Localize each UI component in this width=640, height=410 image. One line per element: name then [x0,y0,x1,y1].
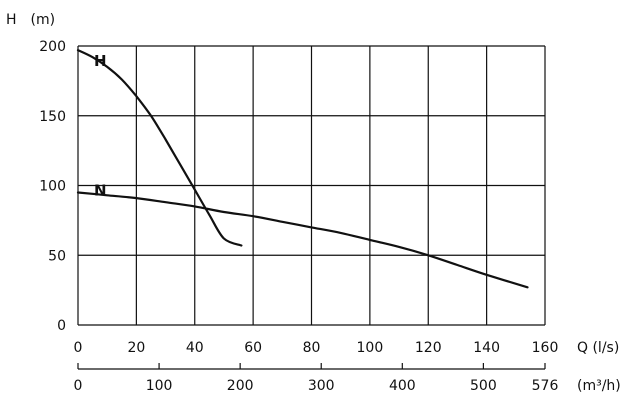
series-label-h: H [94,52,107,70]
y-tick-label: 50 [48,248,66,264]
x-tick-label: 100 [357,340,384,356]
x-tick-label: 140 [473,340,500,356]
x-tick-label: 40 [186,340,204,356]
grid [77,45,546,326]
x2-tick-label: 576 [532,378,559,394]
series-label-n: N [94,181,107,199]
x-tick-label: 120 [415,340,442,356]
x2-tick-label: 100 [146,378,173,394]
y-tick-label: 0 [57,318,66,334]
series-line-h [76,49,243,247]
y-axis-label: H (m) [6,12,55,28]
x-axis-label: Q (l/s) [577,340,619,356]
x2-tick-label: 500 [470,378,497,394]
x2-axis-label: (m³/h) [577,378,621,394]
axes: 0 20 40 60 80 100 120 140 160 0 50 100 150 200 0 100 200… [39,39,558,394]
series-line-n [76,191,529,289]
x-tick-label: 60 [244,340,262,356]
x-tick-label: 20 [127,340,145,356]
y-tick-label: 150 [39,109,66,125]
x2-tick-label: 200 [227,378,254,394]
y-tick-label: 100 [39,179,66,195]
y-tick-label: 200 [39,39,66,55]
x2-tick-label: 300 [308,378,335,394]
series: HN [76,49,529,289]
x2-tick-label: 0 [74,378,83,394]
x-tick-label: 160 [532,340,559,356]
x-tick-label: 80 [303,340,321,356]
x-tick-label: 0 [74,340,83,356]
x2-tick-label: 400 [389,378,416,394]
